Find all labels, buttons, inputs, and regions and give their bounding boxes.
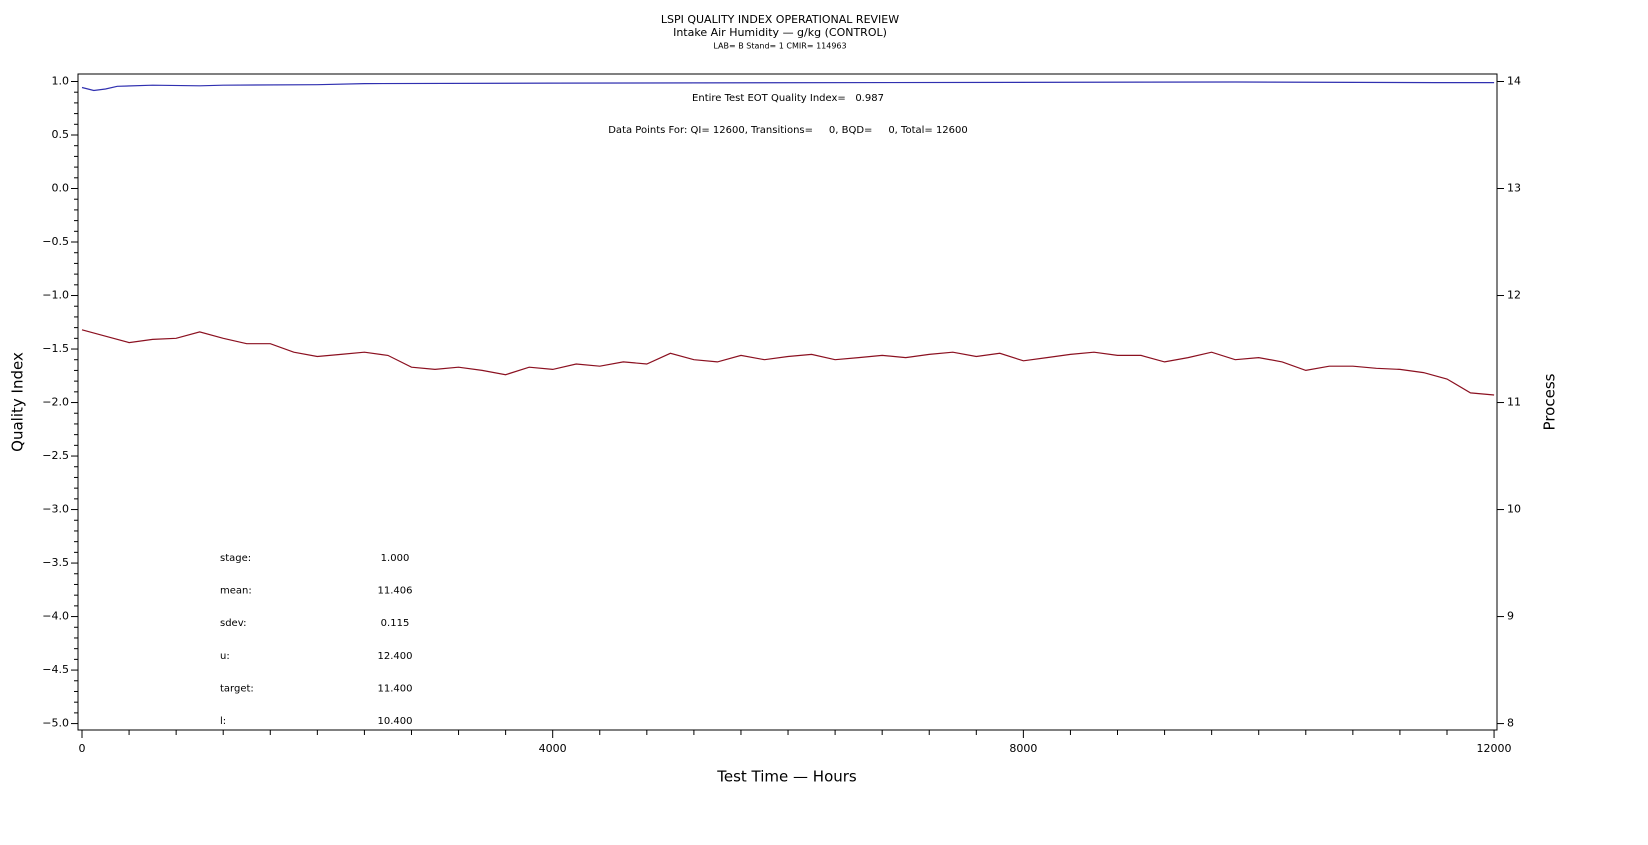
- x-axis-label: Test Time — Hours: [716, 768, 857, 786]
- stat-value: 11.400: [378, 683, 413, 694]
- y-tick-label: −3.0: [42, 503, 69, 516]
- chart-caption: LAB= B Stand= 1 CMIR= 114963: [713, 42, 846, 51]
- stat-value: 10.400: [378, 716, 413, 727]
- y-tick-label: −1.5: [42, 342, 69, 355]
- series-line: [81, 329, 1495, 396]
- chart-title: LSPI QUALITY INDEX OPERATIONAL REVIEW: [661, 13, 899, 26]
- y-tick-label: −0.5: [42, 235, 69, 248]
- y2-tick-label: 8: [1507, 717, 1514, 730]
- x-tick-label: 8000: [1009, 742, 1037, 755]
- y-tick-label: −3.5: [42, 556, 69, 569]
- x-tick-label: 4000: [539, 742, 567, 755]
- stat-value: 0.115: [381, 618, 410, 629]
- stat-label: u:: [220, 651, 230, 662]
- y-tick-label: −4.0: [42, 610, 69, 623]
- y-tick-label: 1.0: [52, 74, 70, 87]
- y2-tick-label: 10: [1507, 503, 1521, 516]
- y2-axis-label: Process: [1541, 373, 1559, 430]
- stat-label: mean:: [220, 586, 252, 597]
- chart-subtitle: Intake Air Humidity — g/kg (CONTROL): [673, 26, 887, 39]
- y2-tick-label: 11: [1507, 396, 1521, 409]
- y-tick-label: −2.0: [42, 396, 69, 409]
- x-tick-label: 12000: [1477, 742, 1512, 755]
- y-tick-label: −2.5: [42, 449, 69, 462]
- y-tick-label: 0.0: [52, 182, 70, 195]
- stat-label: l:: [220, 716, 226, 727]
- annotation: Data Points For: QI= 12600, Transitions=…: [608, 125, 968, 136]
- y-tick-label: −5.0: [42, 717, 69, 730]
- x-tick-label: 0: [79, 742, 86, 755]
- y2-tick-label: 12: [1507, 289, 1521, 302]
- y-tick-label: −1.0: [42, 289, 69, 302]
- y2-tick-label: 13: [1507, 182, 1521, 195]
- plot-frame: [77, 73, 1498, 731]
- stat-value: 11.406: [378, 586, 413, 597]
- stat-value: 1.000: [381, 553, 410, 564]
- annotation: Entire Test EOT Quality Index= 0.987: [692, 93, 884, 104]
- stat-value: 12.400: [378, 651, 413, 662]
- stat-label: stage:: [220, 553, 251, 564]
- stat-label: sdev:: [220, 618, 246, 629]
- stat-label: target:: [220, 683, 254, 694]
- y2-tick-label: 9: [1507, 610, 1514, 623]
- y-tick-label: −4.5: [42, 663, 69, 676]
- y-axis-label: Quality Index: [9, 352, 27, 452]
- series-line: [81, 81, 1495, 92]
- y2-tick-label: 14: [1507, 74, 1521, 87]
- y-tick-label: 0.5: [52, 128, 70, 141]
